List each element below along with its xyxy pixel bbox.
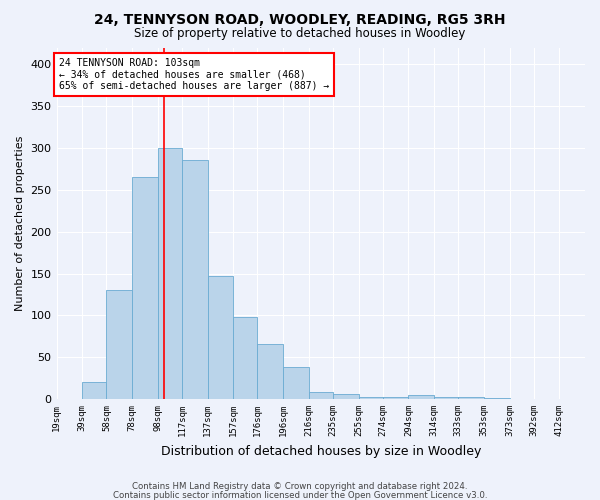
Bar	[383, 398, 409, 399]
X-axis label: Distribution of detached houses by size in Woodley: Distribution of detached houses by size …	[161, 444, 481, 458]
Bar	[182, 160, 208, 399]
Text: Size of property relative to detached houses in Woodley: Size of property relative to detached ho…	[134, 28, 466, 40]
Bar	[158, 148, 182, 399]
Bar	[257, 344, 283, 399]
Text: Contains public sector information licensed under the Open Government Licence v3: Contains public sector information licen…	[113, 490, 487, 500]
Bar	[333, 394, 359, 399]
Bar	[308, 392, 333, 399]
Bar	[82, 382, 106, 399]
Bar	[434, 398, 458, 399]
Bar	[233, 317, 257, 399]
Text: Contains HM Land Registry data © Crown copyright and database right 2024.: Contains HM Land Registry data © Crown c…	[132, 482, 468, 491]
Bar	[359, 396, 383, 399]
Bar	[409, 395, 434, 399]
Text: 24, TENNYSON ROAD, WOODLEY, READING, RG5 3RH: 24, TENNYSON ROAD, WOODLEY, READING, RG5…	[94, 12, 506, 26]
Y-axis label: Number of detached properties: Number of detached properties	[15, 136, 25, 311]
Bar	[458, 398, 484, 399]
Bar	[208, 276, 233, 399]
Bar	[283, 367, 308, 399]
Bar	[106, 290, 132, 399]
Bar	[484, 398, 509, 399]
Text: 24 TENNYSON ROAD: 103sqm
← 34% of detached houses are smaller (468)
65% of semi-: 24 TENNYSON ROAD: 103sqm ← 34% of detach…	[59, 58, 329, 90]
Bar	[132, 177, 158, 399]
